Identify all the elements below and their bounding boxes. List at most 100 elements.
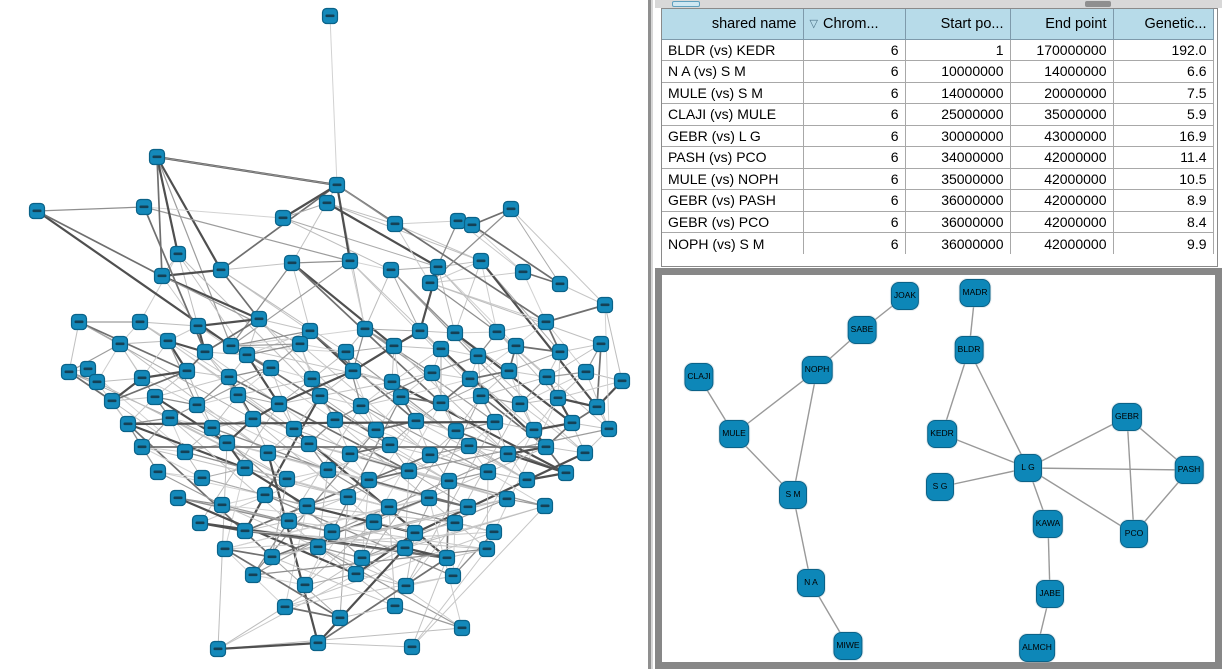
network-edge — [414, 395, 482, 534]
network-edge — [127, 420, 496, 426]
network-edge — [291, 262, 311, 332]
node-CLAJI[interactable]: CLAJI — [684, 363, 714, 391]
network-node-label — [518, 270, 528, 274]
network-node-label — [260, 493, 270, 497]
table-row[interactable]: GEBR (vs) PCO 6 36000000 42000000 8.4 — [662, 210, 1214, 233]
network-node-label — [617, 379, 627, 383]
network-edge — [139, 321, 199, 327]
table-top-scrollbar[interactable] — [655, 0, 1222, 8]
edge-LG-PCO — [1027, 467, 1135, 535]
network-edge — [139, 253, 179, 323]
node-MIWE[interactable]: MIWE — [833, 632, 863, 660]
network-edge — [339, 496, 349, 619]
network-edge — [429, 282, 602, 345]
main-network-panel[interactable] — [0, 0, 648, 669]
table-row[interactable]: GEBR (vs) L G 6 30000000 43000000 16.9 — [662, 124, 1214, 147]
node-NOPH[interactable]: NOPH — [801, 356, 833, 384]
main-network-canvas[interactable] — [0, 0, 648, 669]
column-header-chrom-[interactable]: ▽ Chrom... — [803, 9, 906, 40]
column-header-genetic-[interactable]: Genetic... — [1113, 9, 1214, 40]
network-edge — [364, 328, 421, 332]
table-cell: 192.0 — [1113, 39, 1214, 61]
network-node-label — [267, 555, 277, 559]
panel-divider[interactable] — [648, 0, 651, 669]
network-node-label — [165, 416, 175, 420]
network-node-label — [107, 399, 117, 403]
network-edge — [487, 471, 546, 507]
network-node-label — [157, 274, 167, 278]
table-cell: NOPH (vs) S M — [662, 232, 804, 254]
network-edge — [282, 184, 338, 219]
network-edge — [271, 478, 288, 558]
network-edge — [522, 271, 547, 323]
node-MULE[interactable]: MULE — [719, 420, 749, 448]
table-cell: 42000000 — [1010, 167, 1114, 190]
network-node-label — [123, 422, 133, 426]
network-edge — [221, 504, 375, 523]
network-node-label — [226, 344, 236, 348]
filter-icon[interactable]: ▽ — [809, 17, 818, 30]
network-edge — [469, 345, 517, 380]
column-header-label: Chrom... — [822, 15, 879, 32]
column-header-end-point[interactable]: End point — [1010, 9, 1114, 40]
network-node-label — [450, 331, 460, 335]
node-MADR[interactable]: MADR — [959, 279, 991, 307]
column-header-shared-name[interactable]: shared name — [662, 9, 804, 40]
node-PCO[interactable]: PCO — [1120, 520, 1148, 548]
tab-chip[interactable] — [672, 1, 700, 7]
network-edge — [220, 184, 338, 271]
network-node-label — [135, 320, 145, 324]
network-edge — [335, 184, 352, 262]
node-NA[interactable]: N A — [797, 569, 825, 597]
network-edge — [389, 444, 450, 482]
filtered-network-canvas[interactable]: JOAK MADR SABE BLDR NOPH CLAJI MULE KEDR GEBR L G… — [662, 275, 1215, 662]
network-node-label — [596, 342, 606, 346]
node-GEBR[interactable]: GEBR — [1111, 403, 1143, 431]
table-row[interactable]: PASH (vs) PCO 6 34000000 42000000 11.4 — [662, 146, 1214, 168]
network-node-label — [137, 445, 147, 449]
node-SM[interactable]: S M — [779, 481, 807, 509]
table-header-row: shared name ▽ Chrom... Start po... End point… — [662, 9, 1214, 40]
node-ALMCH[interactable]: ALMCH — [1019, 634, 1055, 662]
network-node-label — [425, 281, 435, 285]
table-row[interactable]: GEBR (vs) PASH 6 36000000 42000000 8.9 — [662, 189, 1214, 211]
node-SABE[interactable]: SABE — [847, 316, 877, 344]
node-LG[interactable]: L G — [1014, 454, 1042, 482]
table-cell: 43000000 — [1010, 124, 1114, 147]
node-BLDR[interactable]: BLDR — [954, 336, 984, 364]
node-KEDR[interactable]: KEDR — [927, 420, 957, 448]
network-node-label — [284, 519, 294, 523]
column-header-start-po-[interactable]: Start po... — [905, 9, 1011, 40]
scrollbar-thumb[interactable] — [1085, 1, 1111, 7]
node-KAWA[interactable]: KAWA — [1032, 510, 1064, 538]
table-cell: 9.9 — [1113, 232, 1214, 254]
network-node-label — [542, 375, 552, 379]
network-edge — [224, 531, 495, 550]
table-row[interactable]: MULE (vs) S M 6 14000000 20000000 7.5 — [662, 81, 1214, 104]
table-row[interactable]: CLAJI (vs) MULE 6 25000000 35000000 5.9 — [662, 103, 1214, 125]
node-JOAK[interactable]: JOAK — [890, 282, 920, 310]
network-node-label — [197, 476, 207, 480]
node-JABE[interactable]: JABE — [1036, 580, 1064, 608]
edge-LG-GEBR — [1027, 416, 1128, 469]
network-node-label — [522, 478, 532, 482]
network-node-label — [216, 268, 226, 272]
network-edge — [224, 548, 341, 619]
network-edge — [510, 208, 561, 285]
table-cell: 6 — [803, 232, 906, 254]
node-SG[interactable]: S G — [926, 473, 954, 501]
table-cell: GEBR (vs) L G — [662, 124, 804, 147]
network-node-label — [313, 641, 323, 645]
network-node-label — [442, 556, 452, 560]
network-edge — [230, 330, 311, 347]
node-PASH[interactable]: PASH — [1174, 456, 1204, 484]
attribute-table: shared name ▽ Chrom... Start po... End point… — [662, 9, 1214, 254]
table-row[interactable]: BLDR (vs) KEDR 6 1 170000000 192.0 — [662, 39, 1214, 61]
table-cell: 6 — [803, 167, 906, 190]
network-edge — [317, 557, 448, 644]
network-edge — [271, 556, 396, 607]
table-row[interactable]: MULE (vs) NOPH 6 35000000 42000000 10.5 — [662, 167, 1214, 190]
table-row[interactable]: NOPH (vs) S M 6 36000000 42000000 9.9 — [662, 232, 1214, 254]
edge-NOPH-SM — [792, 369, 818, 496]
table-row[interactable]: N A (vs) S M 6 10000000 14000000 6.6 — [662, 60, 1214, 82]
